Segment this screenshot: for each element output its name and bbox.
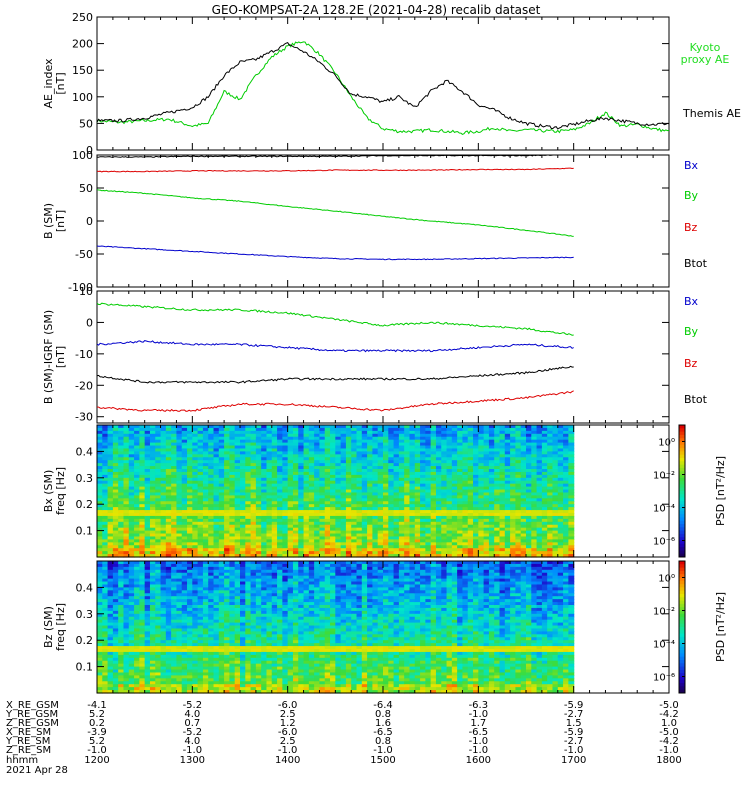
y-axis-label: [nT] (54, 210, 67, 232)
y-tick-label: 0.4 (76, 445, 94, 458)
y-tick-label: -10 (75, 348, 93, 361)
y-axis-label: freq [Hz] (54, 467, 67, 515)
spectrogram (97, 425, 574, 558)
colorbar-segment (679, 531, 685, 535)
y-tick-label: 250 (72, 11, 93, 24)
colorbar-segment (679, 494, 685, 498)
y-tick-label: 50 (79, 117, 93, 130)
colorbar-segment (679, 445, 685, 449)
colorbar-segment (679, 478, 685, 482)
colorbar-segment (679, 517, 685, 521)
colorbar-label: PSD [nT²/Hz] (714, 456, 727, 526)
y-tick-label: 50 (79, 182, 93, 195)
series-line-by (97, 303, 574, 335)
y-tick-label: 100 (72, 91, 93, 104)
y-tick-label: 0.2 (76, 498, 94, 511)
colorbar-segment (679, 521, 685, 525)
series-line-bx (97, 246, 574, 260)
plot-frame (97, 155, 669, 287)
y-tick-label: 150 (72, 64, 93, 77)
colorbar-segment (679, 465, 685, 469)
colorbar-tick-label: 10⁻² (653, 471, 675, 482)
legend-entry: Bx (684, 159, 699, 172)
y-tick-label: 0 (86, 316, 93, 329)
colorbar-tick-label: 10⁻⁴ (653, 504, 675, 515)
colorbar-segment (679, 501, 685, 505)
panel-specbx: 0.10.20.30.4Bx (SM) freq [Hz]10⁰10⁻²10⁻⁴1… (42, 425, 727, 558)
y-tick-label: -50 (75, 248, 93, 261)
colorbar-segment (679, 527, 685, 531)
y-axis-label: [nT] (54, 346, 67, 368)
colorbar-segment (679, 547, 685, 551)
colorbar-segment (679, 484, 685, 488)
colorbar-segment (679, 448, 685, 452)
y-tick-label: 100 (72, 149, 93, 162)
legend-entry: Btot (684, 393, 708, 406)
colorbar-segment (679, 455, 685, 459)
colorbar-segment (679, 481, 685, 485)
colorbar-segment (679, 442, 685, 446)
colorbar-segment (679, 498, 685, 502)
y-tick-label: 200 (72, 38, 93, 51)
colorbar-segment (679, 524, 685, 528)
series-line-bz (97, 168, 574, 172)
series-line-btot (97, 366, 574, 383)
legend-entry: proxy AE (681, 53, 730, 66)
colorbar-tick-label: 10⁰ (658, 438, 675, 449)
colorbar: 10⁰ 10⁻² 10⁻⁴ 10⁻⁶ PSD [nT²/Hz] (653, 425, 727, 558)
colorbar-segment (679, 458, 685, 462)
figure-title: GEO-KOMPSAT-2A 128.2E (2021-04-28) recal… (212, 3, 541, 17)
colorbar-segment (679, 541, 685, 545)
colorbar-segment (679, 488, 685, 492)
y-tick-label: 10 (79, 285, 93, 298)
colorbar-segment (679, 544, 685, 548)
plot-frame (97, 17, 669, 150)
colorbar-segment (679, 451, 685, 455)
spectrogram (97, 561, 574, 694)
y-tick-label: -30 (75, 411, 93, 424)
colorbar-segment (679, 534, 685, 538)
colorbar-segment (679, 461, 685, 465)
colorbar-segment (679, 475, 685, 479)
panel-specbz: 0.10.20.30.4Bz (SM) freq [Hz]10⁰10⁻²10⁻⁴1… (42, 561, 727, 694)
colorbar-tick-label: 10⁻⁶ (653, 537, 675, 548)
series-line-bx (97, 341, 574, 352)
legend-entry: Bz (684, 221, 698, 234)
series-line-by (97, 190, 574, 237)
legend-entry: Bx (684, 295, 699, 308)
colorbar-segment (679, 468, 685, 472)
colorbar-segment (679, 435, 685, 439)
plot-frame (97, 291, 669, 423)
legend-entry: Themis AE (682, 107, 741, 120)
colorbar-segment (679, 432, 685, 436)
y-tick-label: 0.1 (76, 525, 94, 538)
y-tick-label: 0 (86, 215, 93, 228)
y-tick-label: 0.3 (76, 472, 94, 485)
colorbar-segment (679, 425, 685, 429)
legend-entry: Btot (684, 257, 708, 270)
colorbar-segment (679, 514, 685, 518)
colorbar-segment (679, 491, 685, 495)
legend-entry: Bz (684, 357, 698, 370)
y-tick-label: -20 (75, 379, 93, 392)
y-axis-label: [nT] (54, 72, 67, 94)
legend-entry: By (684, 325, 699, 338)
colorbar-segment (679, 508, 685, 512)
legend-entry: By (684, 189, 699, 202)
series-line-themis-ae (97, 43, 669, 129)
colorbar-segment (679, 428, 685, 432)
series-line-kyoto-proxy-ae (97, 42, 669, 134)
colorbar-segment (679, 511, 685, 515)
series-line-bz (97, 391, 574, 412)
colorbar-segment (679, 550, 685, 554)
